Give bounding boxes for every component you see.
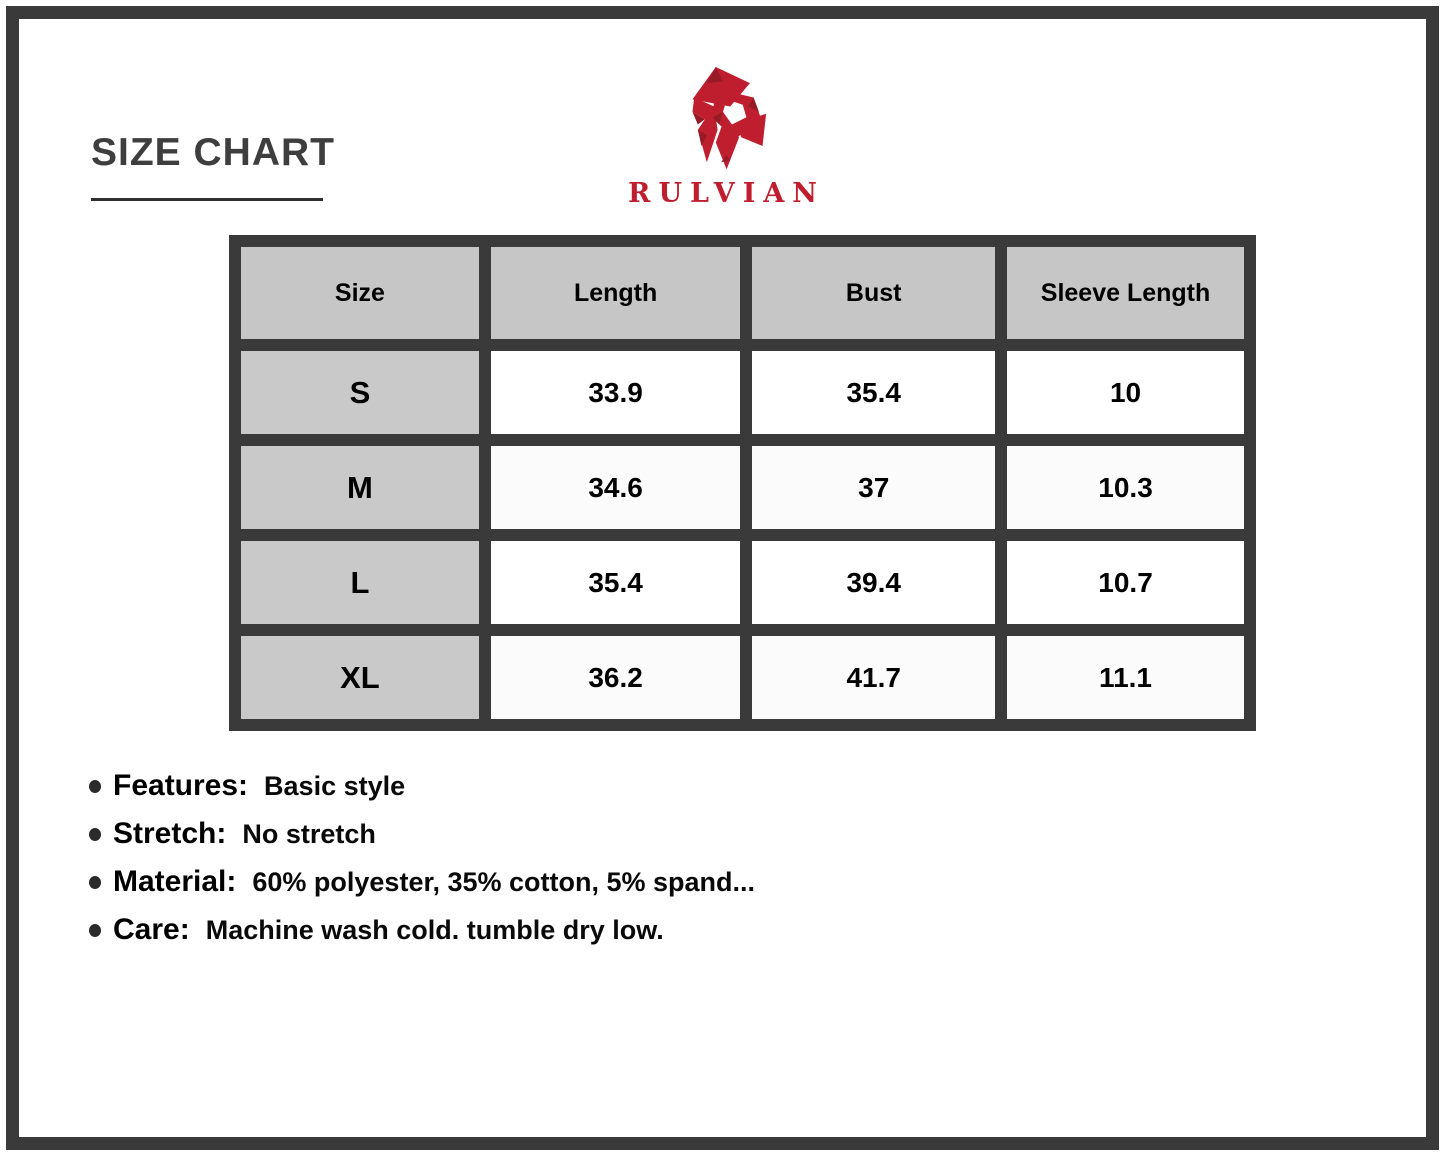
length-value: 35.4 — [490, 541, 741, 624]
sleeve-value: 11.1 — [1007, 636, 1244, 719]
detail-value-care: Machine wash cold. tumble dry low. — [205, 914, 664, 945]
size-label: L — [241, 541, 479, 624]
bullet-icon — [89, 875, 101, 889]
size-chart-table-wrap: Size Length Bust Sleeve Length S 33.9 35… — [229, 235, 1256, 731]
detail-value-features: Basic style — [264, 770, 406, 801]
sleeve-value: 10 — [1007, 351, 1244, 434]
list-item: Care: Machine wash cold. tumble dry low. — [89, 913, 755, 947]
col-header-length: Length — [490, 247, 741, 339]
title-block: SIZE CHART — [91, 131, 335, 201]
length-value: 36.2 — [490, 636, 741, 719]
brand-logo: RULVIAN — [593, 67, 853, 209]
list-item: Stretch: No stretch — [89, 817, 755, 851]
table-row: M 34.6 37 10.3 — [241, 446, 1244, 529]
detail-label-stretch: Stretch: — [113, 817, 227, 850]
list-item: Features: Basic style — [89, 769, 755, 803]
detail-label-material: Material: — [113, 865, 237, 898]
table-row: L 35.4 39.4 10.7 — [241, 541, 1244, 624]
detail-value-stretch: No stretch — [242, 818, 376, 849]
list-item: Material: 60% polyester, 35% cotton, 5% … — [89, 865, 755, 899]
col-header-sleeve-length: Sleeve Length — [1007, 247, 1244, 339]
table-header-row: Size Length Bust Sleeve Length — [241, 247, 1244, 339]
bullet-icon — [89, 827, 101, 841]
size-label: S — [241, 351, 479, 434]
bust-value: 37 — [752, 446, 996, 529]
detail-value-material: 60% polyester, 35% cotton, 5% spand... — [252, 866, 756, 897]
length-value: 33.9 — [490, 351, 741, 434]
page-frame: SIZE CHART RULVIAN — [6, 6, 1439, 1150]
col-header-bust: Bust — [752, 247, 996, 339]
size-label: M — [241, 446, 479, 529]
bust-value: 39.4 — [752, 541, 996, 624]
table-row: XL 36.2 41.7 11.1 — [241, 636, 1244, 719]
detail-label-features: Features: — [113, 769, 249, 802]
col-header-size: Size — [241, 247, 479, 339]
bullet-icon — [89, 779, 101, 793]
details-list: Features: Basic style Stretch: No stretc… — [89, 769, 755, 961]
page-title: SIZE CHART — [91, 131, 335, 174]
detail-label-care: Care: — [113, 913, 190, 946]
table-row: S 33.9 35.4 10 — [241, 351, 1244, 434]
sleeve-value: 10.3 — [1007, 446, 1244, 529]
angular-r-logo-icon — [691, 67, 766, 170]
size-label: XL — [241, 636, 479, 719]
bust-value: 41.7 — [752, 636, 996, 719]
title-underline — [91, 198, 323, 201]
bullet-icon — [89, 923, 101, 937]
size-chart-table: Size Length Bust Sleeve Length S 33.9 35… — [229, 235, 1256, 731]
length-value: 34.6 — [490, 446, 741, 529]
sleeve-value: 10.7 — [1007, 541, 1244, 624]
brand-name: RULVIAN — [628, 178, 825, 209]
bust-value: 35.4 — [752, 351, 996, 434]
